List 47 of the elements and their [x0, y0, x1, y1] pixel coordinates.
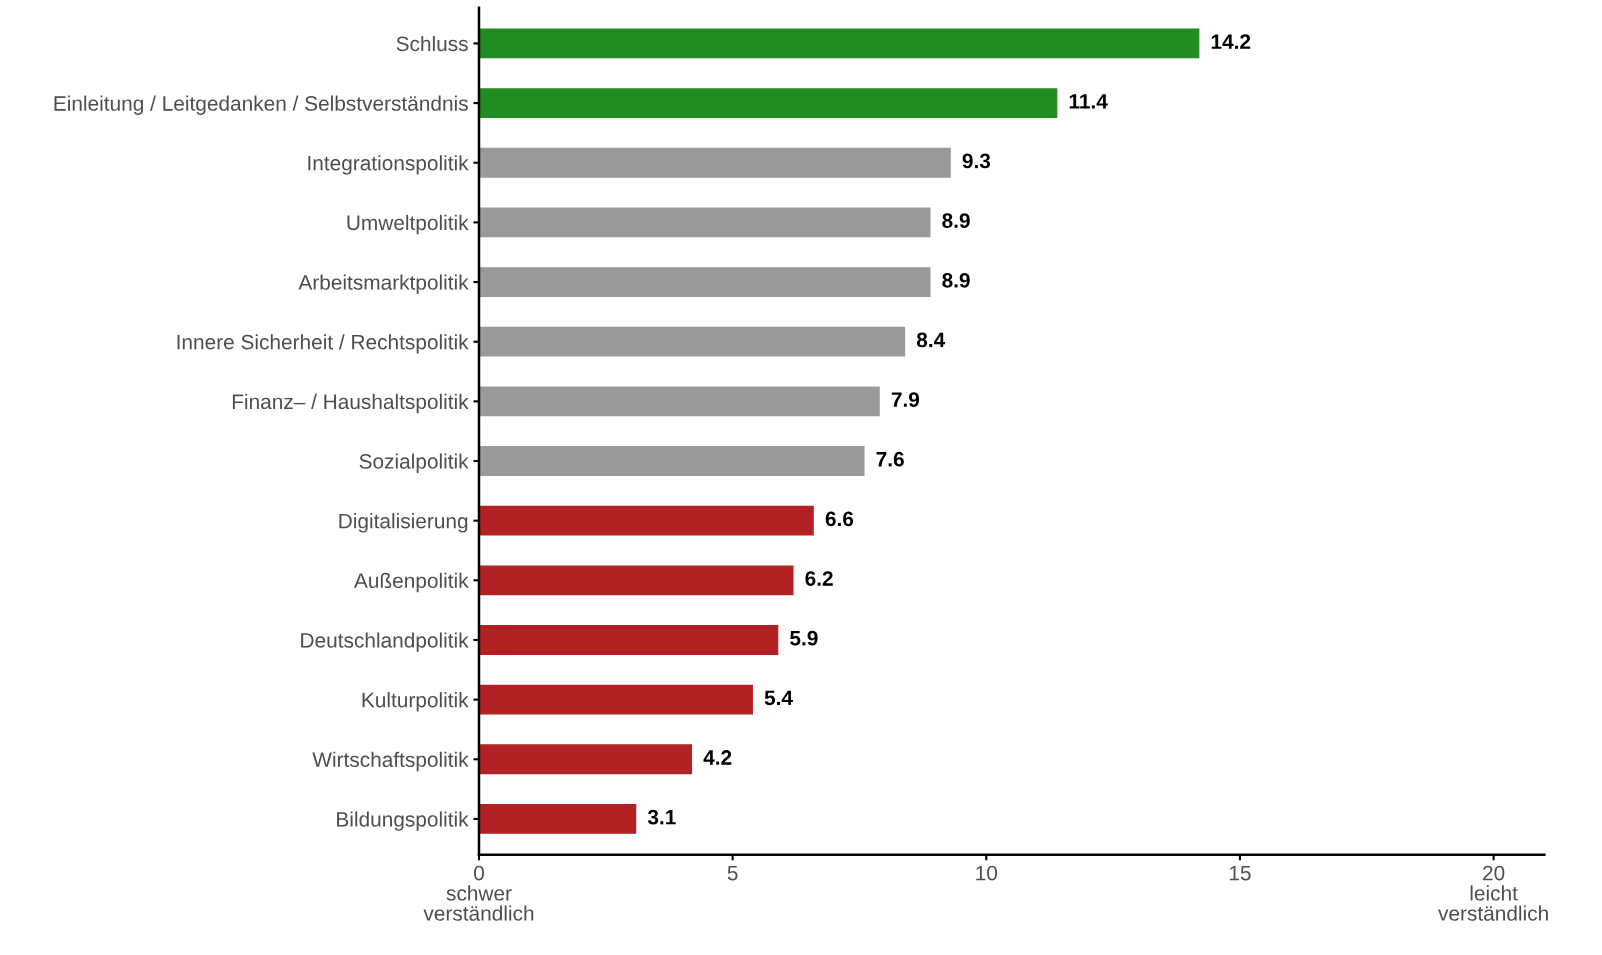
x-tick-label: 5 [727, 865, 738, 881]
bar [479, 804, 637, 834]
data-label: 5.9 [790, 630, 818, 646]
data-label: 8.4 [916, 332, 946, 348]
data-label: 6.6 [825, 511, 854, 527]
bar [479, 625, 779, 655]
bar [479, 565, 794, 596]
y-tick-label: Innere Sicherheit / Rechtspolitik [177, 334, 469, 354]
y-tick-label: Schluss [396, 35, 468, 52]
bar [479, 684, 753, 715]
data-label: 5.4 [764, 690, 793, 706]
x-tick-label: 0 schwer verständlich [423, 865, 534, 921]
data-label: 7.6 [876, 451, 904, 467]
data-label: 3.1 [647, 809, 676, 825]
data-label: 8.9 [942, 272, 970, 288]
y-tick-label: Deutschlandpolitik [301, 632, 469, 652]
bar [479, 326, 906, 357]
y-tick-label: Bildungspolitik [337, 811, 469, 831]
bar [479, 446, 865, 476]
bar [479, 505, 814, 536]
y-tick-label: Arbeitsmarktpolitik [298, 274, 469, 294]
bar [479, 28, 1200, 59]
y-tick-label: Kulturpolitik [362, 692, 469, 712]
bar [479, 744, 693, 775]
x-tick-label: 15 [1229, 865, 1251, 881]
x-tick-label: 20 leicht verständlich [1438, 865, 1548, 921]
bar [479, 207, 931, 238]
y-tick-label: Digitalisierung [339, 513, 468, 533]
y-tick-label: Außenpolitik [353, 572, 469, 593]
x-tick-label: 10 [976, 865, 998, 881]
y-tick-label: Sozialpolitik [359, 453, 469, 473]
y-tick-label: Umweltpolitik [347, 214, 469, 235]
data-label: 9.3 [962, 153, 991, 169]
bar [479, 88, 1058, 118]
data-label: 7.9 [891, 392, 920, 407]
data-label: 6.2 [805, 571, 833, 586]
data-label: 14.2 [1211, 34, 1251, 49]
y-tick-label: Integrationspolitik [308, 155, 469, 175]
data-label: 11.4 [1069, 94, 1108, 109]
y-tick-label: Wirtschaftspolitik [312, 751, 469, 772]
y-tick-label: Einleitung / Leitgedanken / Selbstverständnis [54, 95, 468, 115]
y-tick-label: Finanz– / Haushaltspolitik [232, 393, 469, 414]
bar [479, 386, 880, 417]
data-label: 8.9 [942, 213, 970, 228]
bar [479, 267, 931, 297]
data-label: 4.2 [703, 750, 732, 765]
bar [479, 147, 951, 178]
